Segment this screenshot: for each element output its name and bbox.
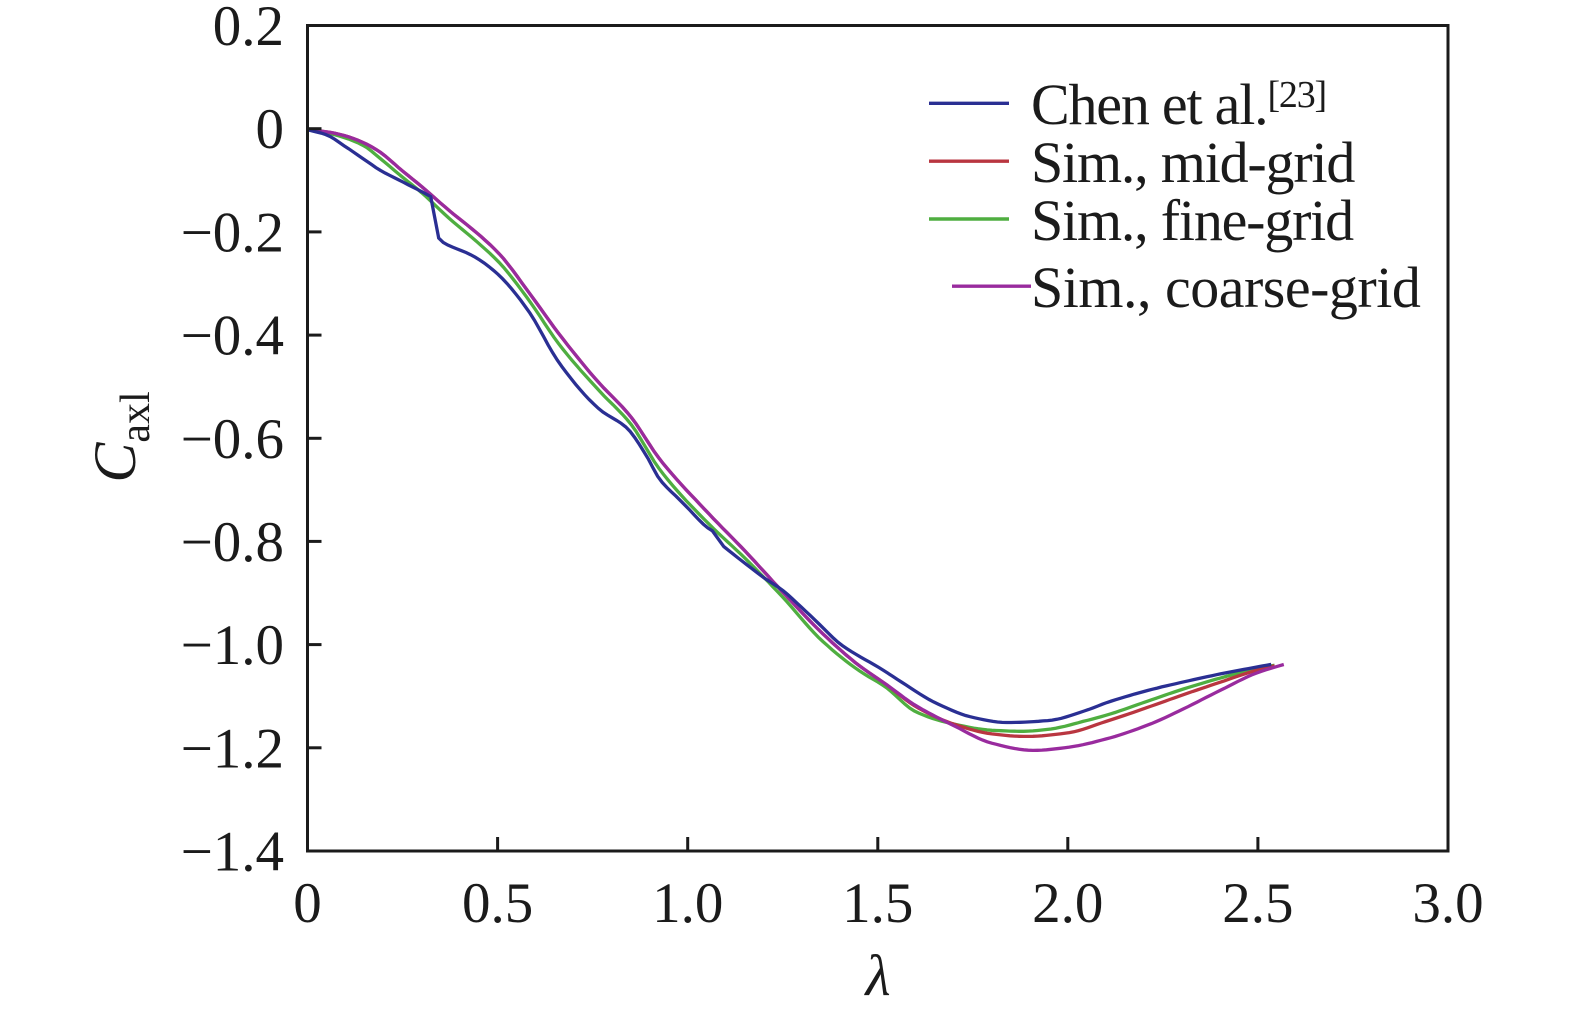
svg-text:1.5: 1.5 bbox=[842, 872, 913, 935]
svg-text:1.0: 1.0 bbox=[652, 872, 723, 935]
svg-text:−0.8: −0.8 bbox=[181, 511, 284, 574]
svg-text:Chen et al.[23]: Chen et al.[23] bbox=[1031, 72, 1326, 137]
svg-text:λ: λ bbox=[863, 943, 890, 1008]
svg-text:2.5: 2.5 bbox=[1222, 872, 1293, 935]
svg-text:−1.4: −1.4 bbox=[181, 821, 284, 884]
svg-text:Sim., fine-grid: Sim., fine-grid bbox=[1031, 188, 1354, 253]
svg-text:0: 0 bbox=[256, 98, 285, 161]
svg-text:−0.2: −0.2 bbox=[181, 201, 284, 264]
svg-text:−1.0: −1.0 bbox=[181, 614, 284, 677]
svg-text:3.0: 3.0 bbox=[1412, 872, 1483, 935]
svg-text:−1.2: −1.2 bbox=[181, 717, 284, 780]
svg-text:0.2: 0.2 bbox=[213, 0, 284, 58]
svg-text:−0.6: −0.6 bbox=[181, 408, 284, 471]
svg-text:Sim., mid-grid: Sim., mid-grid bbox=[1031, 130, 1355, 195]
svg-text:2.0: 2.0 bbox=[1032, 872, 1103, 935]
svg-text:0: 0 bbox=[293, 872, 322, 935]
svg-text:−0.4: −0.4 bbox=[181, 305, 284, 368]
svg-text:Sim., coarse-grid: Sim., coarse-grid bbox=[1031, 255, 1421, 320]
svg-text:0.5: 0.5 bbox=[462, 872, 533, 935]
